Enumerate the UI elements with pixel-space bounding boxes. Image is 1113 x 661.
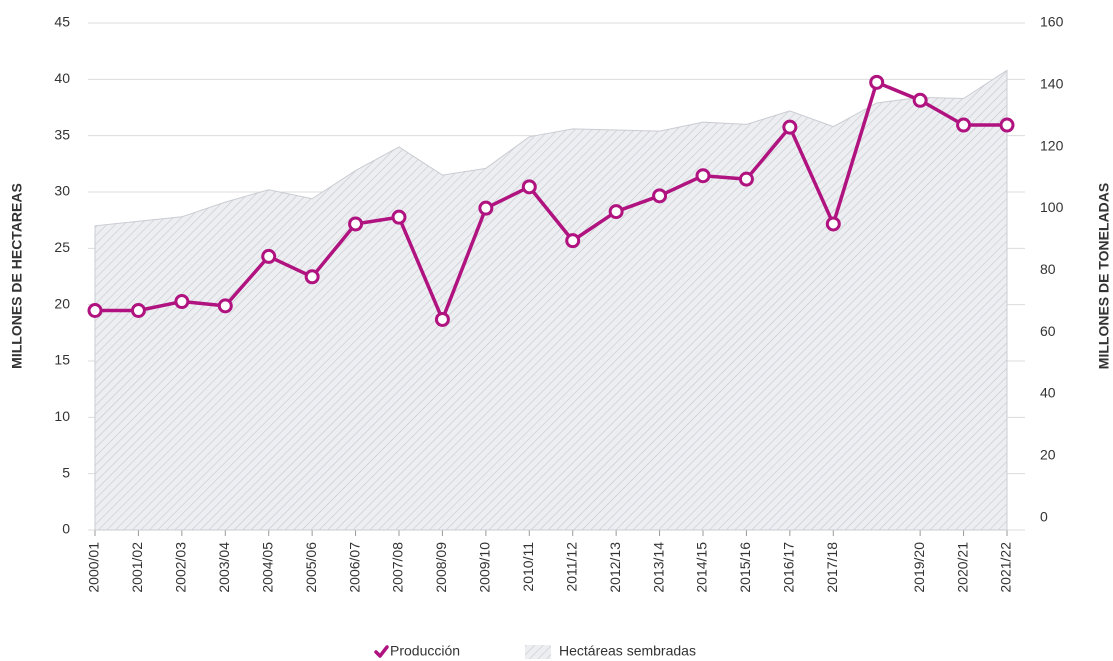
y-tick-label: 10 [54,408,70,424]
marker [261,248,277,264]
x-tick-label: 2010/11 [520,542,536,592]
x-tick-label: 2004/05 [259,542,275,593]
x-tick-label: 2012/13 [607,542,623,593]
x-tick-label: 2006/07 [346,542,362,593]
marker [608,204,624,220]
x-tick-label: 2019/20 [911,542,927,593]
marker [999,117,1015,133]
marker [174,294,190,310]
marker [217,298,233,314]
y-axis-label: MILLONES DE HECTAREAS [9,183,25,369]
y-tick-label: 15 [54,352,70,368]
y-tick-label: 30 [54,183,70,199]
marker [391,209,407,225]
legend-swatch [374,645,389,658]
marker [652,188,668,204]
x-tick-label: 2014/15 [694,542,710,593]
y2-tick-label: 100 [1040,199,1064,215]
x-tick-label: 2020/21 [954,542,970,593]
legend-label: Hectáreas sembradas [559,643,696,659]
legend-label: Producción [390,643,460,659]
x-tick-label: 2017/18 [824,542,840,593]
marker [782,119,798,135]
marker [695,168,711,184]
y-tick-label: 40 [54,70,70,86]
y2-tick-label: 20 [1040,447,1056,463]
x-tick-label: 2009/10 [477,542,493,593]
y-tick-label: 35 [54,126,70,142]
marker [304,269,320,285]
y-tick-label: 5 [62,464,70,480]
y2-tick-label: 40 [1040,385,1056,401]
x-tick-label: 2015/16 [737,542,753,593]
marker [87,303,103,319]
x-tick-label: 2002/03 [173,542,189,593]
y2-tick-label: 80 [1040,261,1056,277]
y2-axis-label: MILLONES DE TONELADAS [1096,183,1112,369]
marker [478,200,494,216]
y-tick-label: 45 [54,14,70,30]
marker [912,92,928,108]
y-tick-label: 25 [54,239,70,255]
y2-tick-label: 60 [1040,323,1056,339]
marker [825,216,841,232]
line [95,80,1007,322]
x-tick-label: 2021/22 [998,542,1014,593]
x-tick-label: 2013/14 [650,542,666,593]
marker [738,171,754,187]
x-tick-label: 2007/08 [390,542,406,593]
marker [130,303,146,319]
y2-tick-label: 0 [1040,508,1048,524]
legend-swatch [525,645,551,659]
x-tick-label: 2005/06 [303,542,319,593]
marker [869,74,885,90]
y-tick-label: 0 [62,521,70,537]
marker [521,179,537,195]
marker [956,117,972,133]
x-tick-label: 2000/01 [86,542,102,593]
marker [565,233,581,249]
x-tick-label: 2016/17 [781,542,797,593]
y2-tick-label: 160 [1040,14,1064,30]
marker [434,311,450,327]
marker [348,216,364,232]
x-tick-label: 2001/02 [129,542,145,593]
x-tick-label: 2008/09 [433,542,449,593]
y2-tick-label: 120 [1040,137,1064,153]
x-tick-label: 2011/12 [563,542,579,592]
y2-tick-label: 140 [1040,76,1064,92]
y-tick-label: 20 [54,295,70,311]
x-tick-label: 2003/04 [216,542,232,593]
